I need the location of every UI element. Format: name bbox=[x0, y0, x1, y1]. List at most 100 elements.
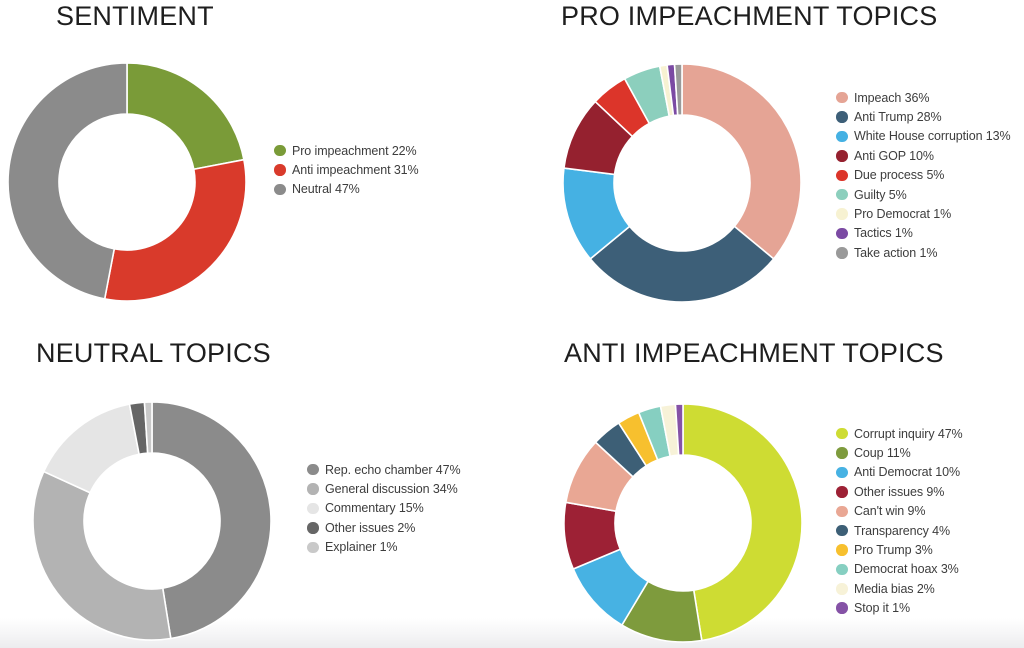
legend-label: Pro impeachment 22% bbox=[292, 143, 417, 158]
legend-label: Anti impeachment 31% bbox=[292, 163, 419, 178]
legend-label: Guilty 5% bbox=[854, 187, 907, 202]
donut-chart-anti-impeachment-topics bbox=[563, 403, 803, 643]
legend-item-media-bias: Media bias 2% bbox=[836, 579, 963, 598]
legend-item-take-action: Take action 1% bbox=[836, 243, 1011, 262]
donut-slice-stop-it bbox=[674, 403, 684, 456]
legend-label: General discussion 34% bbox=[325, 482, 458, 497]
legend-color-dot bbox=[836, 505, 848, 517]
legend-label: Pro Democrat 1% bbox=[854, 207, 952, 222]
legend-color-dot bbox=[274, 164, 286, 176]
legend-color-dot bbox=[836, 486, 848, 498]
legend-color-dot bbox=[836, 247, 848, 259]
legend-neutral-topics: Rep. echo chamber 47% General discussion … bbox=[307, 460, 461, 557]
legend-label: Anti GOP 10% bbox=[854, 148, 934, 163]
legend-item-neutral: Neutral 47% bbox=[274, 180, 419, 199]
chart-title-neutral-topics: NEUTRAL TOPICS bbox=[36, 338, 271, 368]
legend-color-dot bbox=[836, 188, 848, 201]
legend-label: Stop it 1% bbox=[854, 601, 910, 616]
donut-slice-general-discussion bbox=[32, 470, 172, 641]
legend-color-dot bbox=[836, 91, 848, 104]
legend-label: Explainer 1% bbox=[325, 540, 398, 555]
legend-color-dot bbox=[836, 466, 848, 479]
legend-item-impeach: Impeach 36% bbox=[836, 88, 1011, 107]
legend-pro-impeachment-topics: Impeach 36% Anti Trump 28% White House cor… bbox=[836, 88, 1011, 263]
legend-label: Can't win 9% bbox=[854, 504, 926, 519]
legend-color-dot bbox=[836, 563, 848, 576]
legend-label: Tactics 1% bbox=[854, 226, 913, 241]
legend-color-dot bbox=[274, 183, 286, 196]
donut-chart-sentiment bbox=[7, 62, 247, 302]
legend-item-pro-impeachment: Pro impeachment 22% bbox=[274, 141, 419, 160]
legend-color-dot bbox=[836, 130, 848, 143]
legend-item-anti-democrat: Anti Democrat 10% bbox=[836, 463, 963, 482]
legend-label: Corrupt inquiry 47% bbox=[854, 426, 963, 441]
legend-color-dot bbox=[836, 524, 848, 537]
legend-item-due-process: Due process 5% bbox=[836, 166, 1011, 185]
legend-label: Anti Trump 28% bbox=[854, 110, 942, 125]
legend-label: Transparency 4% bbox=[854, 523, 950, 538]
legend-item-democrat-hoax: Democrat hoax 3% bbox=[836, 560, 963, 579]
legend-item-transparency: Transparency 4% bbox=[836, 521, 963, 540]
legend-color-dot bbox=[836, 208, 848, 220]
legend-color-dot bbox=[307, 522, 319, 534]
donut-slice-explainer bbox=[143, 401, 153, 454]
legend-color-dot bbox=[836, 111, 848, 123]
legend-label: Pro Trump 3% bbox=[854, 543, 933, 558]
donut-slice-pro-impeachment bbox=[126, 62, 245, 171]
legend-label: Anti Democrat 10% bbox=[854, 465, 960, 480]
legend-item-general-discussion: General discussion 34% bbox=[307, 479, 460, 498]
legend-color-dot bbox=[836, 427, 848, 440]
legend-label: Media bias 2% bbox=[854, 581, 935, 596]
legend-color-dot bbox=[274, 144, 286, 157]
legend-label: Coup 11% bbox=[854, 446, 911, 461]
legend-item-white-house-corruption: White House corruption 13% bbox=[836, 127, 1011, 146]
legend-color-dot bbox=[307, 463, 319, 476]
legend-label: Neutral 47% bbox=[292, 182, 360, 197]
chart-title-pro-impeachment-topics: PRO IMPEACHMENT TOPICS bbox=[561, 1, 938, 31]
legend-color-dot bbox=[307, 541, 319, 553]
legend-anti-impeachment-topics: Corrupt inquiry 47% Coup 11% Anti Democrat… bbox=[836, 424, 963, 618]
legend-item-anti-gop: Anti GOP 10% bbox=[836, 146, 1011, 165]
legend-label: Other issues 2% bbox=[325, 520, 416, 535]
legend-sentiment: Pro impeachment 22% Anti impeachment 31% N… bbox=[274, 141, 419, 199]
donut-slice-rep-echo-chamber bbox=[151, 401, 272, 640]
donut-chart-pro-impeachment-topics bbox=[562, 63, 802, 303]
legend-item-coup: Coup 11% bbox=[836, 443, 963, 462]
chart-title-sentiment: SENTIMENT bbox=[56, 1, 214, 31]
legend-color-dot bbox=[836, 544, 848, 556]
donut-slice-impeach bbox=[681, 63, 802, 260]
legend-color-dot bbox=[307, 502, 319, 515]
legend-item-other-issues: Other issues 2% bbox=[307, 518, 460, 537]
legend-item-guilty: Guilty 5% bbox=[836, 185, 1011, 204]
legend-item-rep-echo-chamber: Rep. echo chamber 47% bbox=[307, 460, 461, 479]
legend-color-dot bbox=[836, 227, 848, 240]
legend-color-dot bbox=[836, 150, 848, 162]
legend-item-other-issues: Other issues 9% bbox=[836, 482, 963, 501]
donut-slice-anti-trump bbox=[589, 225, 775, 303]
legend-color-dot bbox=[836, 447, 848, 459]
legend-label: Impeach 36% bbox=[854, 90, 930, 105]
legend-label: White House corruption 13% bbox=[854, 129, 1011, 144]
legend-color-dot bbox=[836, 602, 848, 614]
legend-item-anti-impeachment: Anti impeachment 31% bbox=[274, 160, 419, 179]
legend-label: Take action 1% bbox=[854, 245, 938, 260]
donut-slice-anti-impeachment bbox=[103, 158, 247, 302]
chart-title-anti-impeachment-topics: ANTI IMPEACHMENT TOPICS bbox=[564, 338, 944, 368]
legend-item-corrupt-inquiry: Corrupt inquiry 47% bbox=[836, 424, 963, 443]
donut-chart-neutral-topics bbox=[32, 401, 272, 641]
legend-item-pro-trump: Pro Trump 3% bbox=[836, 540, 963, 559]
donut-slice-corrupt-inquiry bbox=[682, 403, 803, 642]
legend-color-dot bbox=[307, 483, 319, 495]
legend-label: Democrat hoax 3% bbox=[854, 562, 959, 577]
legend-item-tactics: Tactics 1% bbox=[836, 224, 1011, 243]
legend-label: Rep. echo chamber 47% bbox=[325, 462, 461, 477]
legend-item-anti-trump: Anti Trump 28% bbox=[836, 107, 1011, 126]
legend-label: Commentary 15% bbox=[325, 501, 424, 516]
donut-slice-take-action bbox=[673, 63, 683, 116]
legend-item-can-t-win: Can't win 9% bbox=[836, 502, 963, 521]
legend-item-commentary: Commentary 15% bbox=[307, 499, 460, 518]
